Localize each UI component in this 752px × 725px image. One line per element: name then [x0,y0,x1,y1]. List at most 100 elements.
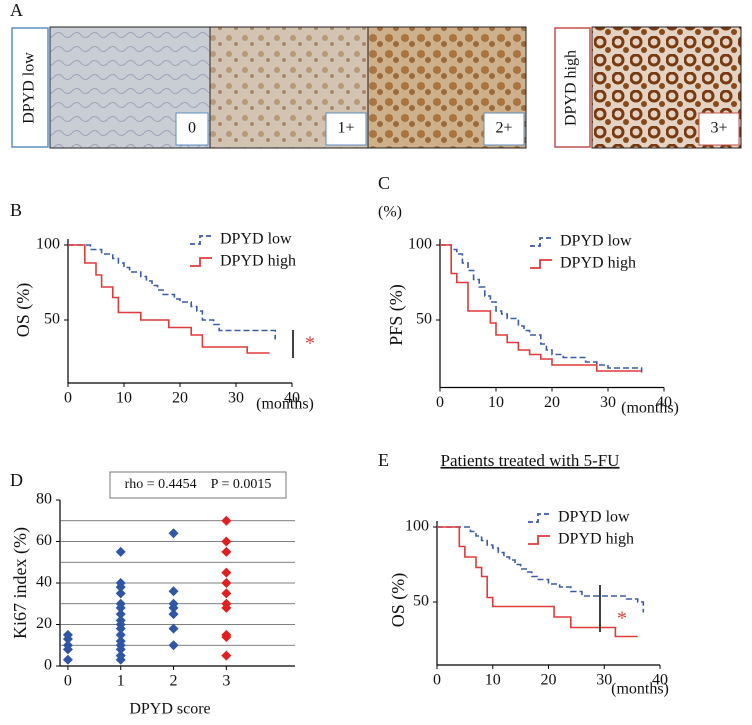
x-tick-label: 10 [488,394,504,411]
data-point [115,636,126,647]
legend-label: DPYD high [560,255,636,272]
data-point [168,640,179,651]
y-tick-label: 60 [36,532,52,549]
x-tick-label: 0 [436,394,444,411]
x-tick-label: 10 [116,390,132,407]
legend-swatch [190,235,212,245]
stat-box [109,471,287,499]
data-point [221,650,232,661]
survival-curve [437,526,638,638]
x-tick-label: 30 [600,394,616,411]
survival-curve [437,526,645,613]
significance-mark: * [617,608,627,630]
x-tick-label: 1 [117,673,125,690]
data-point [62,640,73,651]
x-axis-label: DPYD score [129,701,210,718]
stat-label: rho = 0.4454 P = 0.0015 [125,477,272,492]
data-point [115,598,126,609]
score-box [698,112,740,146]
chart-title: Patients treated with 5-FU [441,451,620,470]
y-tick-label: 40 [36,574,52,591]
score-label: 1+ [337,120,354,137]
x-tick-label: 3 [222,673,230,690]
x-tick-label: 20 [544,394,560,411]
y-tick-label: 80 [36,491,52,508]
panel-letter: E [378,450,389,470]
legend-label: DPYD low [220,231,292,248]
data-point [115,609,126,620]
legend-label: DPYD low [558,509,630,526]
score-label: 2+ [495,120,512,137]
group-label: DPYD low [21,52,38,124]
data-point [221,567,232,578]
y-tick-label: 50 [413,593,429,610]
x-tick-label: 40 [284,390,300,407]
legend-label: DPYD high [558,531,634,548]
score-box [483,112,525,146]
survival-curve [68,244,270,354]
legend-label: DPYD high [220,253,296,270]
panel-letter: A [10,0,23,20]
data-point [221,515,232,526]
legend-label: DPYD low [560,233,632,250]
legend-swatch [530,237,552,247]
x-tick-label: 20 [172,390,188,407]
data-point [168,623,179,634]
data-point [221,536,232,547]
x-tick-label: 0 [64,673,72,690]
legend-swatch [528,535,550,545]
x-tick-label: 40 [656,394,672,411]
data-point [115,650,126,661]
score-label: 3+ [710,120,727,137]
data-point [221,578,232,588]
data-point [115,588,126,599]
y-tick-label: 100 [408,236,432,253]
significance-mark: * [305,333,315,355]
x-tick-label: 30 [596,672,612,689]
data-point [221,588,232,599]
y-unit: (%) [378,204,402,221]
y-axis-label: Ki67 index (%) [10,527,31,639]
legend-swatch [530,259,552,269]
x-axis-label: (months) [256,396,314,413]
data-point [115,546,126,557]
data-point [62,654,73,665]
score-box [325,112,367,146]
y-tick-label: 0 [44,657,52,674]
y-tick-label: 50 [44,311,60,328]
x-tick-label: 40 [652,672,668,689]
y-tick-label: 50 [416,311,432,328]
x-tick-label: 2 [170,673,178,690]
x-tick-label: 20 [541,672,557,689]
y-tick-label: 100 [36,236,60,253]
panel-letter: C [378,173,390,193]
survival-curve [440,244,642,372]
data-point [168,609,179,620]
survival-curve [440,244,643,373]
data-point [115,629,126,640]
legend-swatch [190,257,212,267]
data-point [168,598,179,609]
group-label: DPYD high [563,50,580,126]
data-point [221,598,232,609]
y-tick-label: 20 [36,615,52,632]
y-axis-label: OS (%) [388,573,409,628]
y-axis-label: OS (%) [13,283,34,338]
data-point [115,615,126,626]
score-box [175,112,209,146]
data-point [168,586,179,597]
x-tick-label: 10 [485,672,501,689]
score-label: 0 [188,120,196,137]
label-box [11,27,49,148]
data-point [221,546,232,557]
data-point [221,629,232,640]
y-tick-label: 100 [405,518,429,535]
legend-swatch [528,513,550,523]
x-tick-label: 0 [64,390,72,407]
data-point [168,528,179,539]
panel-letter: D [10,470,23,490]
x-tick-label: 0 [433,672,441,689]
y-axis-label: PFS (%) [386,284,407,346]
data-point [115,578,126,588]
